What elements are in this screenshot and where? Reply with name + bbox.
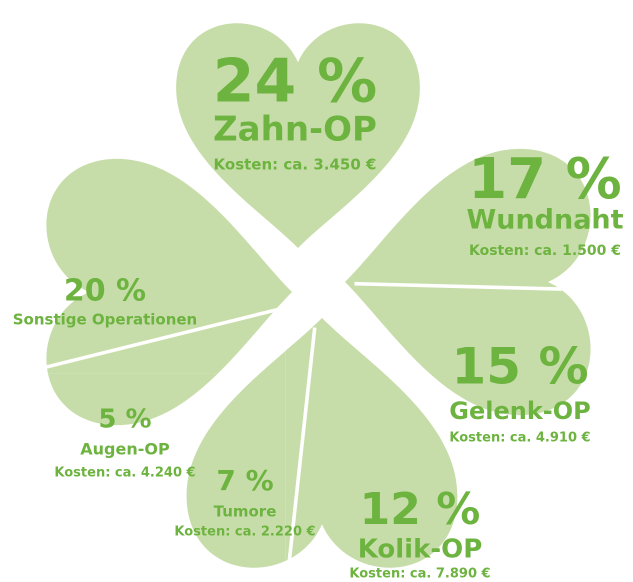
category-label: Wundnaht: [466, 205, 623, 236]
divider: [285, 327, 317, 582]
divider: [20, 306, 283, 376]
leaf: [186, 318, 458, 582]
percent-label: 15 %: [451, 338, 588, 396]
cost-label: Kosten: ca. 1.500 €: [469, 243, 621, 259]
cost-label: Kosten: ca. 4.910 €: [449, 431, 590, 446]
category-label: Zahn-OP: [213, 110, 377, 150]
segment: [186, 350, 286, 568]
cost-label: Kosten: ca. 4.240 €: [54, 466, 195, 481]
segment: [345, 290, 591, 416]
segment: [176, 23, 420, 249]
percent-label: 17 %: [468, 147, 622, 212]
category-label: Augen-OP: [80, 440, 170, 459]
category-label: Gelenk-OP: [449, 397, 590, 425]
leaf: [345, 148, 617, 416]
percent-label: 5 %: [98, 405, 151, 435]
segment: [46, 158, 292, 374]
segment: [285, 318, 458, 568]
category-label: Sonstige Operationen: [13, 311, 198, 329]
leaf: [176, 23, 420, 249]
percent-label: 7 %: [216, 464, 273, 497]
percent-label: 12 %: [360, 484, 481, 535]
category-label: Kolik-OP: [358, 535, 483, 565]
category-label: Tumore: [214, 503, 277, 521]
leaf: [20, 158, 292, 426]
cost-label: Kosten: ca. 7.890 €: [349, 567, 490, 582]
percent-label: 24 %: [213, 47, 378, 117]
cost-label: Kosten: ca. 3.450 €: [214, 156, 377, 174]
segment: [345, 148, 591, 291]
cost-label: Kosten: ca. 2.220 €: [174, 525, 315, 540]
percent-label: 20 %: [64, 274, 146, 309]
divider: [354, 281, 617, 293]
